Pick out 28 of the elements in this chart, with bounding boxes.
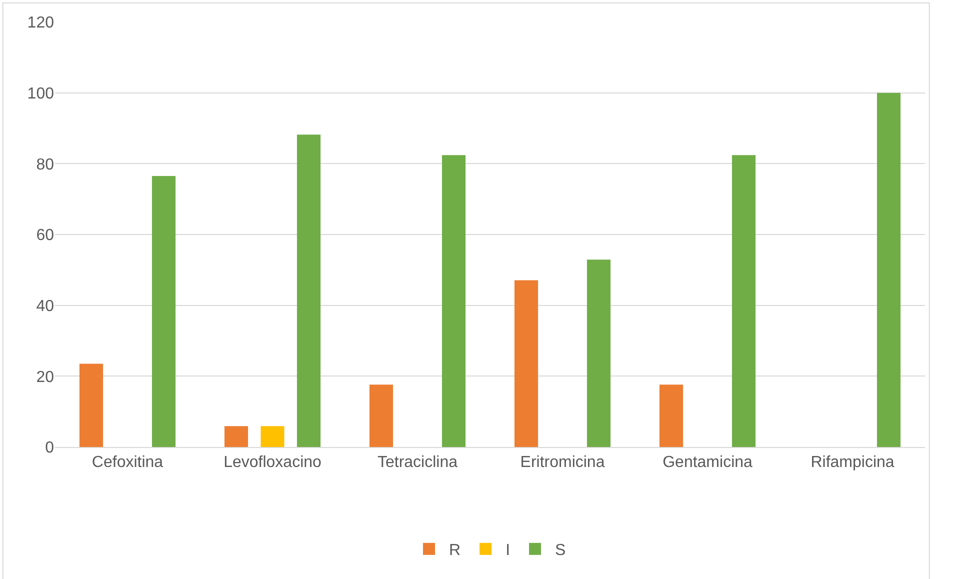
bar bbox=[152, 176, 176, 447]
bar bbox=[224, 426, 248, 447]
bar bbox=[876, 92, 901, 447]
x-tick-label: Gentamicina bbox=[662, 454, 753, 472]
y-tick-label: 80 bbox=[36, 156, 54, 174]
legend-label: I bbox=[506, 542, 510, 560]
x-tick-label: Tetraciclina bbox=[377, 454, 458, 472]
bar bbox=[296, 134, 321, 447]
bar bbox=[260, 426, 284, 447]
bar bbox=[659, 384, 684, 447]
x-tick-label: Cefoxitina bbox=[92, 454, 164, 472]
y-tick-label: 120 bbox=[27, 14, 54, 32]
y-tick-label: 40 bbox=[36, 298, 54, 315]
legend-label: S bbox=[555, 542, 566, 560]
bar bbox=[369, 384, 394, 447]
bar bbox=[442, 155, 466, 447]
y-tick-label: 60 bbox=[36, 227, 54, 244]
x-tick-label: Levofloxacino bbox=[224, 454, 322, 472]
bar bbox=[514, 280, 538, 447]
x-tick-label: Eritromicina bbox=[520, 454, 605, 472]
bar bbox=[732, 155, 756, 447]
bar bbox=[79, 364, 104, 447]
y-tick-label: 0 bbox=[45, 440, 54, 457]
y-tick-label: 100 bbox=[27, 85, 54, 102]
y-tick-label: 20 bbox=[36, 368, 54, 386]
x-tick-label: Rifampicina bbox=[810, 454, 894, 472]
bar bbox=[586, 260, 611, 447]
legend-label: R bbox=[449, 542, 461, 560]
